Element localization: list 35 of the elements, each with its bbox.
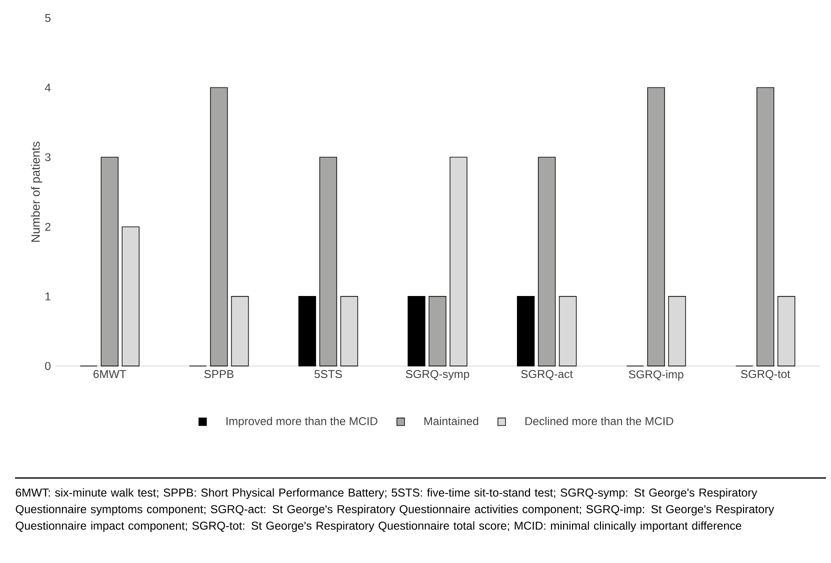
bar <box>756 87 774 366</box>
bar <box>428 296 446 366</box>
y-tick-label: 5 <box>45 14 50 22</box>
legend-label: Improved more than the MCID <box>226 416 378 428</box>
legend-label: Declined more than the MCID <box>525 416 674 426</box>
bar <box>538 156 556 366</box>
bar <box>450 156 468 366</box>
bar <box>516 296 535 366</box>
legend-label: Maintained <box>424 416 478 426</box>
x-tick-label: SGRQ-tot <box>741 370 790 380</box>
bar <box>319 156 338 366</box>
bar <box>778 296 796 366</box>
x-tick-label: 6MWT <box>94 370 126 378</box>
bar <box>668 296 686 366</box>
x-tick-label: SGRQ-imp <box>628 370 684 381</box>
bar <box>647 87 665 366</box>
bar <box>122 226 140 366</box>
x-tick-label: SGRQ-symp <box>406 370 470 380</box>
bar <box>100 156 118 366</box>
bar <box>408 296 426 366</box>
bar <box>558 296 577 366</box>
bar <box>231 296 249 366</box>
y-tick-label: 0 <box>45 362 51 370</box>
y-tick-label: 1 <box>46 292 50 300</box>
bar <box>210 87 228 366</box>
text: 6MWT: six-minute walk test; SPPB: Short Physical Performance Battery; 5STS: five-time sit-to-stand test; SGRQ-symp: St George's Respiratory Questionnaire symptoms component; SGRQ-act: St George's Respiratory Questionnaire activities component; SGRQ-imp: St George's Respiratory Questionnaire impact component; SGRQ-tot: St George's Respiratory Questionnaire total score; MCID: minimal clinically important difference <box>16 488 774 532</box>
bar <box>340 296 358 366</box>
bar <box>298 296 316 366</box>
x-tick-label: SPPB <box>204 370 234 378</box>
y-tick-label: 4 <box>44 84 51 92</box>
x-tick-label: SGRQ-act <box>521 370 573 380</box>
y-tick-label: 3 <box>45 153 50 162</box>
x-tick-label: 5STS <box>314 370 342 378</box>
y-axis-title: Number of patients <box>30 142 42 242</box>
y-tick-label: 2 <box>45 222 50 231</box>
